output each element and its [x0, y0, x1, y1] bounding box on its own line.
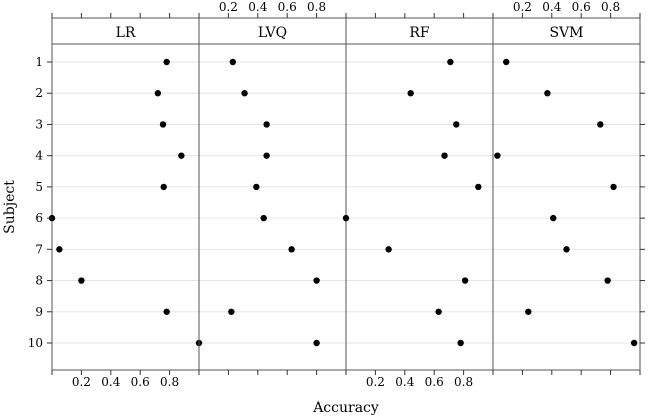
data-point	[342, 214, 350, 222]
x-tick-label: 0.2	[72, 375, 91, 389]
x-tick-label: 0.2	[513, 0, 532, 14]
strip	[198, 17, 347, 45]
x-tick-label: 0.8	[160, 375, 179, 389]
panel-rf: RF 0.2 0.4 0.6 0.8	[342, 13, 494, 389]
data-point	[435, 308, 442, 315]
x-tick-label: 0.4	[395, 375, 414, 389]
data-point	[441, 152, 448, 159]
x-tick-label: 0.2	[219, 0, 238, 14]
data-point	[503, 58, 510, 66]
data-point	[253, 183, 260, 191]
data-point	[453, 121, 460, 128]
data-point	[544, 90, 551, 97]
data-point	[229, 58, 237, 66]
data-point	[263, 152, 270, 159]
data-point	[597, 121, 604, 128]
y-tick-label: 7	[35, 242, 43, 256]
data-point	[78, 277, 85, 284]
x-tick-label: 0.8	[454, 375, 473, 389]
x-axis-label: Accuracy	[312, 400, 379, 416]
x-tick-label: 0.2	[366, 375, 385, 389]
y-tick-label: 1	[35, 55, 43, 69]
y-tick-label: 2	[35, 86, 43, 100]
data-point	[563, 246, 570, 253]
data-point	[447, 58, 454, 66]
x-tick-label: 0.6	[131, 375, 150, 389]
x-tick-label: 0.4	[101, 375, 120, 389]
data-point	[154, 90, 162, 97]
strip-label: SVM	[549, 25, 583, 41]
data-point	[313, 277, 320, 284]
x-tick-label: 0.6	[425, 375, 444, 389]
data-point	[288, 246, 295, 253]
x-tick-label: 0.6	[572, 0, 591, 14]
data-point	[610, 183, 617, 191]
strip	[492, 17, 641, 45]
panel-lr: LR 0.2 0.4 0.6 0.8	[48, 13, 203, 389]
strip-label: LVQ	[258, 25, 287, 41]
data-point	[160, 183, 167, 191]
y-tick-label: 8	[35, 274, 43, 288]
data-point	[159, 121, 167, 128]
y-tick-label: 10	[28, 336, 43, 350]
data-point	[178, 152, 185, 159]
data-point	[241, 90, 248, 97]
y-tick-label: 5	[35, 180, 43, 194]
data-point	[604, 277, 611, 284]
data-point	[263, 121, 270, 128]
data-point	[550, 214, 557, 222]
data-point	[407, 90, 414, 97]
panel-border	[492, 43, 641, 371]
data-point	[475, 183, 482, 191]
y-tick-label: 9	[35, 305, 43, 319]
x-tick-label: 0.4	[248, 0, 267, 14]
data-point	[630, 339, 638, 347]
data-point	[385, 246, 392, 253]
y-tick-label: 3	[35, 117, 43, 131]
x-tick-label: 0.8	[601, 0, 620, 14]
data-point	[163, 58, 170, 66]
data-point	[461, 277, 469, 284]
data-point	[163, 308, 170, 315]
data-point	[525, 308, 532, 315]
y-axis-label: Subject	[2, 180, 18, 234]
strip-label: RF	[409, 25, 430, 41]
y-axis: 1 2 3 4 5 6 7 8 9 10	[28, 55, 645, 350]
data-point	[260, 214, 267, 222]
panels: LR 0.2 0.4 0.6 0.8 LVQ 0.2 0.4 0.6 0.8 RF 0.2 0.4 0.6…	[48, 0, 641, 389]
panel-svm: SVM 0.2 0.4 0.6 0.8	[492, 0, 641, 375]
data-point	[494, 152, 501, 159]
data-point	[313, 339, 320, 347]
x-tick-label: 0.4	[542, 0, 561, 14]
data-point	[56, 246, 63, 253]
panel-lvq: LVQ 0.2 0.4 0.6 0.8	[198, 0, 347, 375]
strip-label: LR	[116, 25, 136, 41]
data-point	[457, 339, 464, 347]
data-point	[228, 308, 235, 315]
x-tick-label: 0.6	[278, 0, 297, 14]
y-tick-label: 4	[35, 149, 43, 163]
y-tick-label: 6	[35, 211, 43, 225]
x-tick-label: 0.8	[307, 0, 326, 14]
